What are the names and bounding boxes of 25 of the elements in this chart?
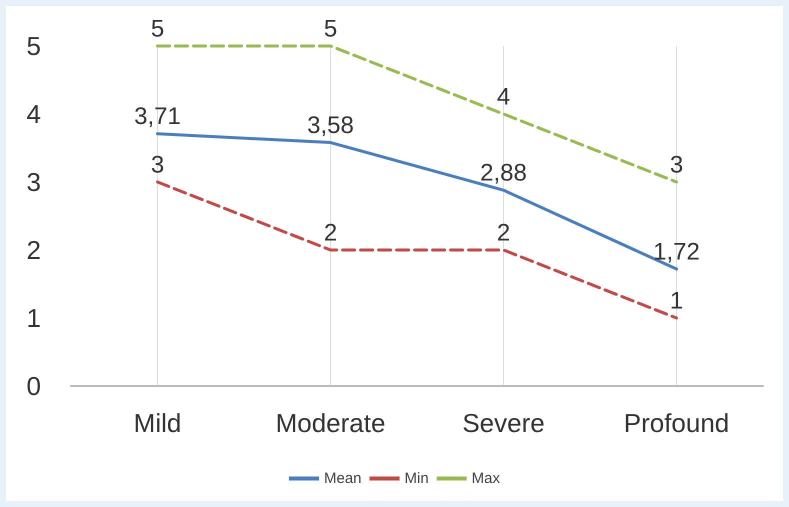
data-label: 3 bbox=[150, 152, 164, 178]
data-label: 5 bbox=[150, 16, 164, 42]
y-tick-label: 5 bbox=[26, 31, 41, 61]
x-tick-label: Mild bbox=[134, 408, 182, 438]
x-tick-label: Moderate bbox=[276, 408, 386, 438]
y-tick-label: 0 bbox=[26, 371, 41, 401]
data-label: 3 bbox=[670, 152, 684, 178]
data-label: 3,58 bbox=[307, 112, 354, 140]
y-tick-label: 1 bbox=[26, 303, 41, 333]
legend-label: Max bbox=[472, 470, 501, 487]
data-label: 2,88 bbox=[480, 160, 527, 187]
data-label: 4 bbox=[496, 84, 510, 110]
data-label: 5 bbox=[324, 16, 338, 42]
x-tick-label: Severe bbox=[462, 408, 545, 438]
data-label: 2 bbox=[496, 220, 510, 246]
data-label: 2 bbox=[324, 220, 338, 246]
y-tick-label: 4 bbox=[26, 99, 41, 129]
x-tick-label: Profound bbox=[624, 408, 730, 438]
legend-label: Mean bbox=[324, 470, 362, 487]
data-label: 3,71 bbox=[134, 103, 181, 130]
legend-label: Min bbox=[404, 470, 429, 487]
data-label: 1 bbox=[670, 288, 684, 314]
y-tick-label: 3 bbox=[26, 167, 41, 197]
y-tick-label: 2 bbox=[26, 235, 41, 265]
data-label: 1,72 bbox=[653, 238, 700, 266]
